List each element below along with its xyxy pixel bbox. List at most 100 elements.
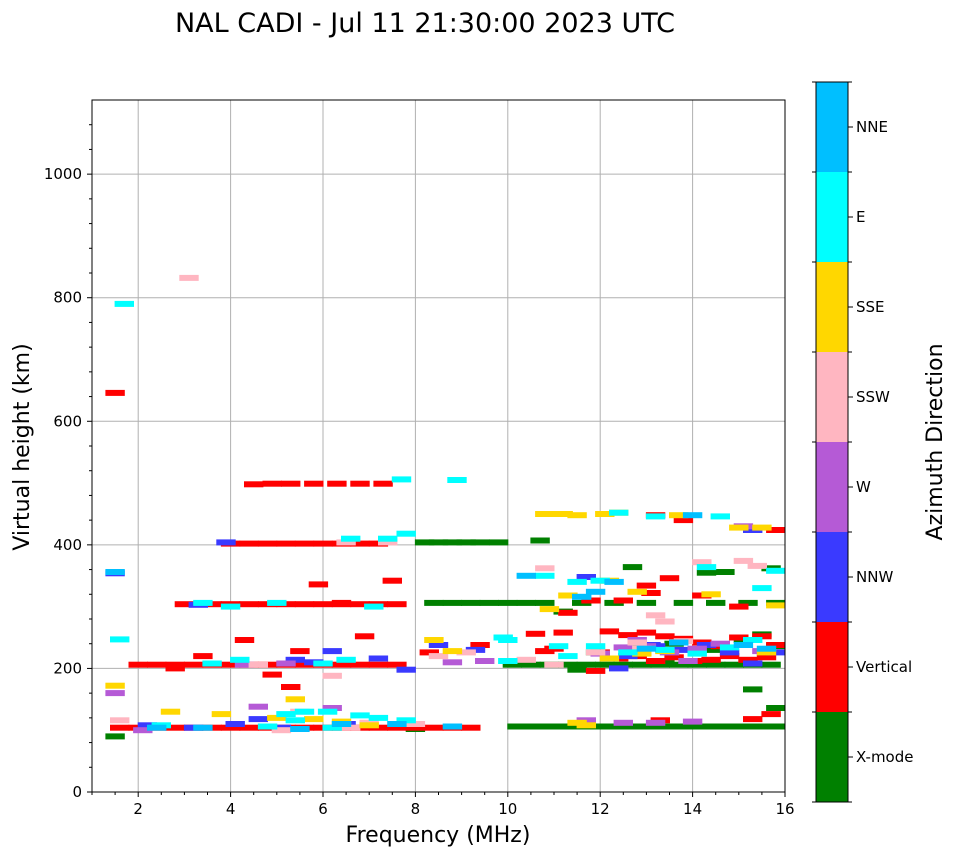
point-x-mode	[535, 599, 555, 606]
colorbar-swatch	[816, 442, 848, 532]
point-x-mode	[516, 599, 536, 606]
point-vertical	[304, 480, 324, 487]
point-sse	[105, 682, 125, 689]
point-vertical	[350, 540, 370, 547]
point-e	[336, 656, 356, 663]
point-nnw	[368, 655, 389, 662]
point-e	[317, 708, 338, 715]
point-ssw	[336, 539, 356, 546]
colorbar-tick-label: Vertical	[856, 658, 912, 676]
point-ssw	[322, 672, 342, 679]
point-vertical	[419, 649, 439, 656]
point-nnw	[743, 660, 763, 667]
point-nne	[105, 569, 125, 575]
point-nnw	[248, 716, 268, 723]
point-ssw	[655, 618, 675, 625]
chart-title: NAL CADI - Jul 11 21:30:00 2023 UTC	[175, 8, 675, 39]
point-w	[613, 719, 633, 726]
point-e	[719, 644, 740, 651]
point-vertical	[239, 540, 259, 547]
point-ssw	[544, 661, 564, 668]
point-e	[276, 711, 296, 718]
point-vertical	[368, 661, 389, 668]
point-ssw	[428, 653, 449, 660]
colorbar-tick-label: W	[856, 478, 871, 496]
point-vertical	[239, 724, 259, 731]
point-vertical	[525, 630, 546, 637]
point-x-mode	[706, 661, 726, 668]
colorbar-tick-label: NNE	[856, 118, 888, 136]
point-w	[105, 690, 125, 697]
point-e	[567, 578, 587, 585]
point-x-mode	[502, 661, 523, 668]
point-sse	[766, 602, 786, 609]
colorbar-swatch	[816, 712, 848, 802]
point-vertical	[193, 653, 213, 660]
point-x-mode	[622, 564, 643, 571]
point-x-mode	[747, 723, 767, 730]
point-vertical	[585, 667, 606, 674]
point-x-mode	[696, 569, 717, 576]
point-e	[590, 577, 610, 584]
y-tick-label: 1000	[44, 165, 82, 183]
colorbar-swatch	[816, 622, 848, 712]
point-w	[276, 660, 296, 667]
point-x-mode	[724, 661, 744, 668]
point-sse	[211, 711, 232, 718]
point-sse	[285, 696, 305, 703]
point-sse	[599, 655, 620, 662]
point-x-mode	[530, 537, 550, 544]
point-vertical	[719, 653, 740, 660]
point-e	[114, 300, 134, 307]
point-vertical	[174, 601, 195, 608]
point-sse	[669, 512, 689, 519]
point-nne	[193, 724, 213, 731]
point-nne	[604, 578, 624, 585]
point-x-mode	[544, 723, 564, 730]
colorbar-frame	[815, 81, 849, 803]
colorbar-swatch	[816, 172, 848, 262]
y-axis-label: Virtual height (km)	[10, 343, 35, 550]
point-e	[609, 509, 629, 516]
point-x-mode	[766, 705, 786, 711]
point-x-mode	[567, 666, 587, 673]
point-e	[618, 649, 638, 656]
point-vertical	[618, 632, 638, 639]
point-vertical	[244, 481, 264, 488]
point-nnw	[396, 666, 416, 673]
point-vertical	[350, 601, 370, 608]
point-w	[645, 719, 666, 726]
point-nne	[290, 726, 310, 732]
point-sse	[304, 716, 324, 723]
point-e	[535, 572, 555, 579]
point-x-mode	[618, 723, 638, 730]
point-x-mode	[761, 661, 781, 668]
point-x-mode	[766, 723, 786, 730]
point-sse	[558, 592, 578, 599]
point-vertical	[553, 629, 573, 636]
point-vertical	[470, 642, 490, 648]
point-vertical	[165, 724, 185, 731]
point-e	[202, 660, 222, 667]
point-ssw	[248, 661, 268, 668]
point-vertical	[387, 601, 407, 608]
point-sse	[627, 588, 647, 595]
point-w	[682, 718, 703, 725]
point-e	[548, 643, 569, 650]
colorbar-swatch	[816, 262, 848, 352]
point-sse	[632, 650, 652, 657]
point-vertical	[613, 597, 633, 604]
point-vertical	[664, 654, 684, 661]
point-x-mode	[595, 661, 615, 668]
colorbar: X-mode Vertical NNW W SSW SSE E NNE	[812, 81, 913, 803]
point-x-mode	[558, 661, 578, 668]
point-x-mode	[507, 723, 527, 730]
point-vertical	[281, 480, 301, 487]
point-x-mode	[710, 723, 730, 730]
colorbar-tick-label: SSE	[856, 298, 885, 316]
point-e	[687, 650, 707, 657]
point-vertical	[290, 648, 310, 655]
x-tick-label: 4	[226, 800, 236, 818]
y-tick-label: 400	[53, 536, 82, 554]
point-vertical	[331, 599, 352, 606]
